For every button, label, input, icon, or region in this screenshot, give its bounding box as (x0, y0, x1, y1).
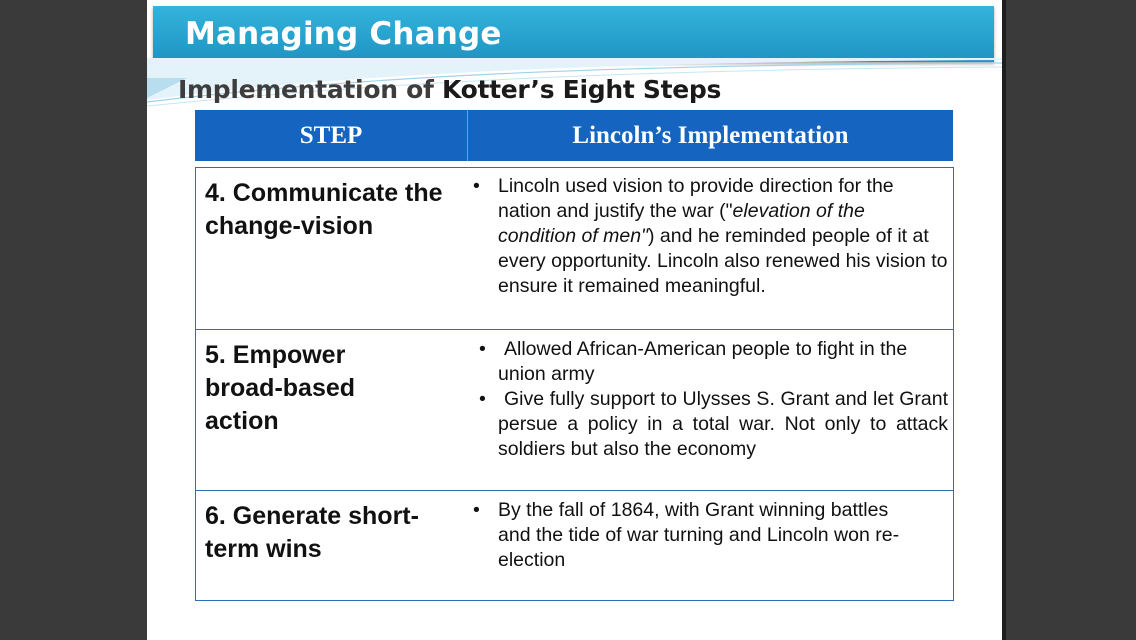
title-bar: Managing Change (153, 6, 994, 62)
step-label: 4. Communicate the change-vision (205, 179, 443, 240)
list-item: • Allowed African-American people to fig… (468, 337, 948, 387)
table-row: 6. Generate short-term wins • By the fal… (196, 491, 953, 600)
table-header: STEP Lincoln’s Implementation (195, 110, 953, 161)
bullet-text: Give fully support to Ulysses S. Grant a… (498, 388, 948, 460)
bullet-list: • Allowed African-American people to fig… (468, 337, 948, 462)
bullet-list: • Lincoln used vision to provide directi… (468, 174, 948, 299)
bullet-icon: • (473, 175, 480, 197)
list-item: • Give fully support to Ulysses S. Grant… (468, 387, 948, 462)
bullet-text-part: Lincoln used vision to provide direction… (498, 175, 894, 222)
bullet-icon: • (473, 499, 480, 521)
table-row: 4. Communicate the change-vision • Linco… (196, 168, 953, 330)
subtitle-bold: Kotter’s Eight Steps (441, 75, 722, 104)
bullet-icon: • (479, 388, 486, 410)
bullet-text-italic: elevation of the condition of men" (498, 200, 865, 247)
step-label: 5. Empower broad-based action (205, 341, 356, 435)
bullet-list: • By the fall of 1864, with Grant winnin… (468, 498, 908, 573)
header-step: STEP (195, 110, 468, 161)
bullet-text: Allowed African-American people to fight… (498, 338, 908, 385)
slide-title: Managing Change (185, 16, 502, 52)
list-item: • By the fall of 1864, with Grant winnin… (468, 498, 908, 573)
header-implementation: Lincoln’s Implementation (572, 121, 849, 149)
decorative-swoosh (147, 58, 1002, 107)
subtitle-prefix: Implementation of (178, 75, 442, 104)
table-row: 5. Empower broad-based action • Allowed … (196, 330, 953, 491)
bullet-text-part: ) and he reminded people of it at every … (498, 225, 948, 297)
slide-subtitle: Implementation of Kotter’s Eight Steps (178, 75, 721, 104)
bullet-text: By the fall of 1864, with Grant winning … (498, 499, 900, 571)
bullet-icon: • (479, 338, 486, 360)
slide: Managing Change Implementation of Kotter… (147, 0, 1002, 640)
steps-table: 4. Communicate the change-vision • Linco… (195, 167, 954, 601)
list-item: • Lincoln used vision to provide directi… (468, 174, 948, 299)
step-label: 6. Generate short-term wins (205, 502, 419, 563)
slide-edge (1002, 0, 1006, 640)
